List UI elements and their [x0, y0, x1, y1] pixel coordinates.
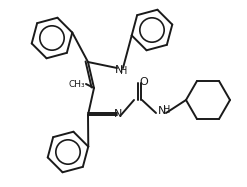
- Text: H: H: [163, 105, 171, 114]
- Text: N: N: [115, 65, 123, 75]
- Text: H: H: [120, 66, 128, 76]
- Text: N: N: [158, 106, 166, 116]
- Text: CH₃: CH₃: [69, 79, 85, 88]
- Text: O: O: [140, 77, 148, 87]
- Text: N: N: [114, 109, 122, 119]
